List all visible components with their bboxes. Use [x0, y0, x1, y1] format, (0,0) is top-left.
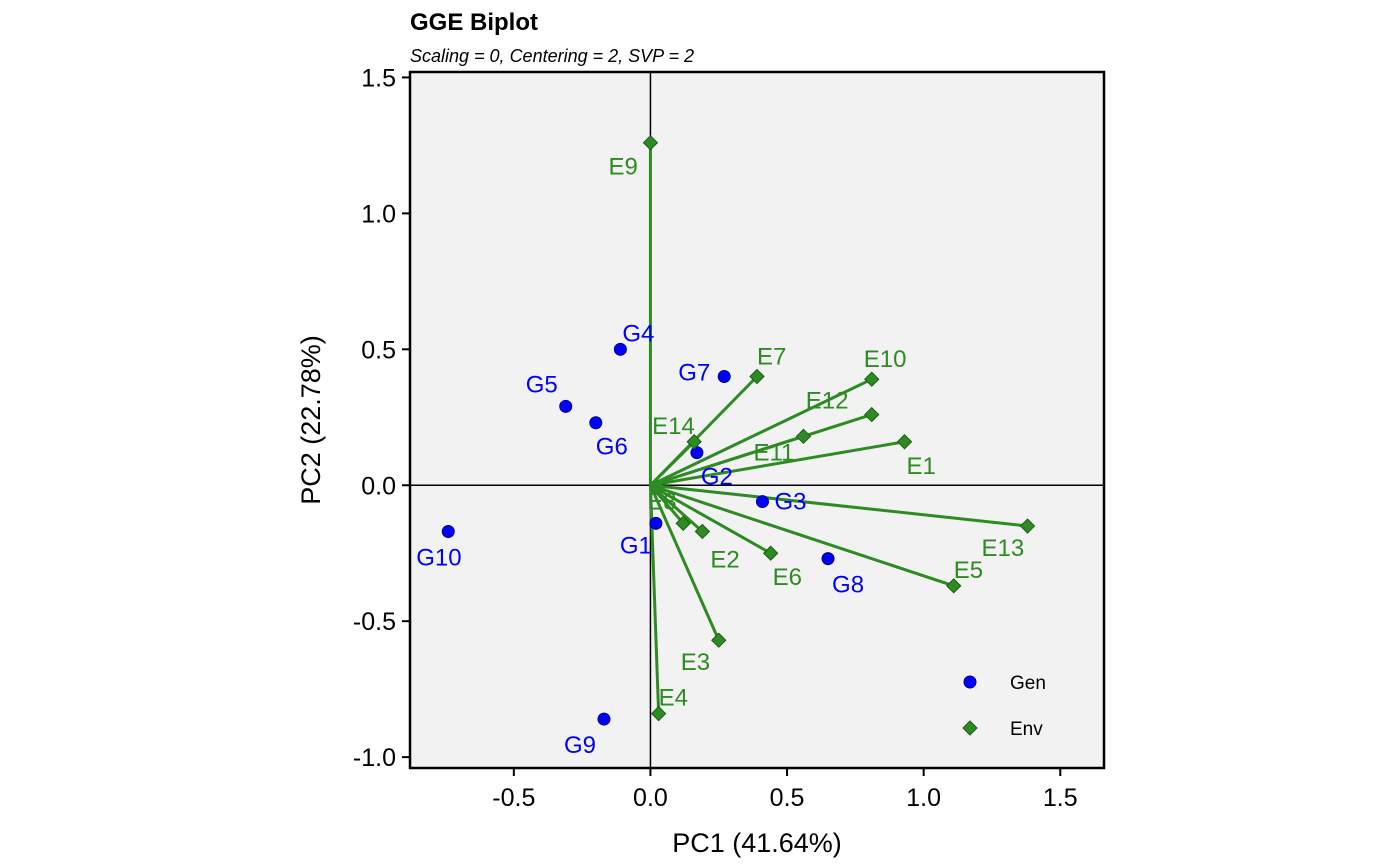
point-label-g8: G8 [832, 572, 864, 599]
point-label-g6: G6 [596, 434, 628, 461]
plot-panel [410, 72, 1104, 768]
point-label-e7: E7 [757, 344, 786, 371]
env-point-e10 [864, 371, 880, 387]
point-label-e12: E12 [806, 388, 849, 415]
x-tick-label: -0.5 [492, 784, 535, 812]
env-vector-e2 [649, 484, 704, 533]
legend-label: Gen [1010, 673, 1046, 694]
env-point-e2 [694, 523, 711, 540]
gen-point-g3 [755, 495, 769, 509]
y-axis-title: PC2 (22.78%) [296, 335, 326, 505]
gen-point-g6 [589, 416, 603, 430]
point-label-g9: G9 [564, 732, 596, 759]
y-tick-label: -1.0 [353, 744, 396, 772]
y-tick-label: -0.5 [353, 608, 396, 636]
point-label-e13: E13 [981, 535, 1024, 562]
env-vector-e3 [649, 484, 721, 641]
env-vector-e6 [649, 483, 772, 555]
x-tick-label: 1.5 [1043, 784, 1078, 812]
point-label-e5: E5 [954, 557, 983, 584]
gen-point-g10 [441, 524, 455, 538]
point-label-g5: G5 [526, 371, 558, 398]
env-vector-e12 [649, 413, 873, 487]
env-point-e3 [711, 632, 727, 648]
point-label-g10: G10 [416, 544, 461, 571]
point-label-e4: E4 [659, 685, 688, 712]
legend: Gen Env [962, 673, 1046, 740]
gen-point-g2 [690, 446, 704, 460]
point-label-e1: E1 [907, 453, 936, 480]
y-tick-label: 1.0 [361, 200, 396, 228]
env-point-e1 [896, 434, 913, 450]
point-label-e11: E11 [753, 439, 794, 466]
env-point-e7 [749, 368, 765, 385]
x-tick-label: 0.5 [770, 784, 805, 812]
y-tick-label: 0.0 [361, 472, 396, 500]
env-vector-e5 [649, 483, 955, 588]
x-tick-label: 1.0 [906, 784, 941, 812]
gen-point-g1 [649, 516, 663, 530]
point-label-e3: E3 [681, 649, 710, 676]
env-vector-e13 [650, 483, 1028, 528]
env-point-e5 [946, 578, 962, 594]
env-point-e14 [686, 434, 702, 450]
point-label-e10: E10 [864, 346, 907, 373]
x-tick-label: 0.0 [633, 784, 668, 812]
env-vector-e8 [649, 484, 685, 525]
env-point-e8 [675, 515, 691, 532]
point-label-g2: G2 [701, 464, 733, 491]
point-label-e2: E2 [710, 546, 739, 573]
env-point-e9 [642, 134, 659, 151]
x-axis-title: PC1 (41.64%) [672, 828, 842, 858]
legend-label: Env [1010, 719, 1043, 740]
gen-point-g4 [613, 342, 627, 356]
y-tick-label: 1.5 [361, 64, 396, 92]
point-label-e6: E6 [773, 564, 802, 591]
point-label-e8: E8 [647, 488, 676, 515]
y-tick-label: 0.5 [361, 336, 396, 364]
point-label-g3: G3 [774, 489, 806, 516]
legend-marker-gen [963, 675, 977, 689]
env-vector-e14 [649, 440, 696, 487]
plot-border [408, 70, 1106, 770]
point-label-e9: E9 [608, 154, 637, 181]
env-point-e12 [864, 406, 880, 423]
chart-title: GGE Biplot [410, 9, 538, 36]
gen-point-g5 [559, 399, 573, 413]
point-label-g7: G7 [678, 360, 710, 387]
env-vector-e10 [649, 377, 873, 487]
point-label-e14: E14 [652, 413, 695, 440]
point-label-g1: G1 [620, 532, 652, 559]
env-point-e11 [795, 428, 812, 445]
env-vector-e1 [650, 440, 905, 487]
gen-point-g8 [821, 552, 835, 566]
chart-subtitle: Scaling = 0, Centering = 2, SVP = 2 [410, 46, 694, 66]
env-point-e6 [762, 545, 779, 561]
gen-point-g9 [597, 712, 611, 726]
point-label-g4: G4 [622, 320, 654, 347]
gen-point-g7 [717, 370, 731, 383]
env-point-e4 [650, 705, 667, 722]
env-point-e13 [1019, 518, 1036, 534]
legend-marker-env [962, 720, 978, 736]
